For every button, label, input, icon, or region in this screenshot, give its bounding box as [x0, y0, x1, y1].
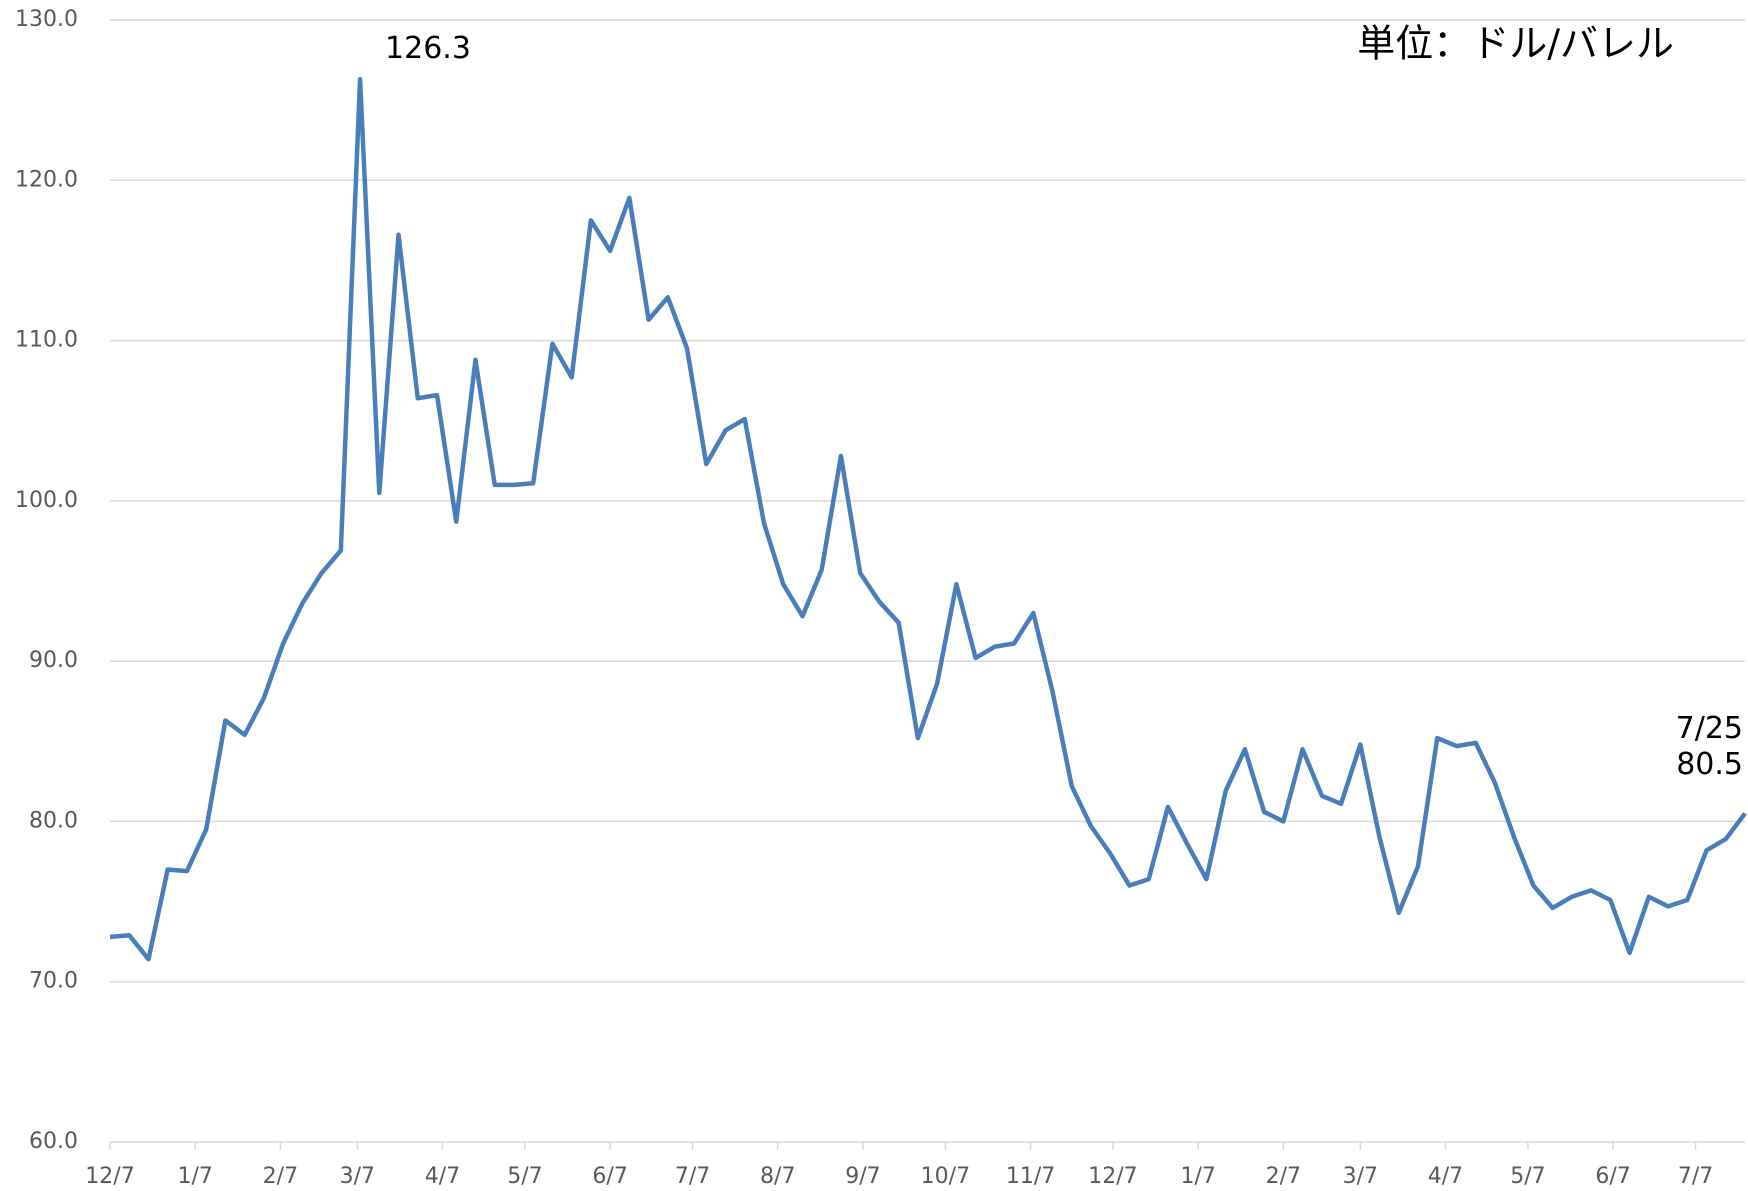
y-tick-label: 70.0	[29, 969, 78, 994]
y-tick-label: 80.0	[29, 808, 78, 833]
y-tick-label: 90.0	[29, 648, 78, 673]
x-tick-label: 12/7	[85, 1164, 134, 1189]
x-tick-label: 7/7	[1678, 1164, 1713, 1189]
x-tick-label: 6/7	[592, 1164, 627, 1189]
x-tick-label: 2/7	[1266, 1164, 1301, 1189]
y-tick-label: 130.0	[15, 7, 78, 32]
x-tick-label: 1/7	[177, 1164, 212, 1189]
x-tick-label: 5/7	[507, 1164, 542, 1189]
data-label: 126.3	[385, 31, 471, 66]
y-tick-label: 60.0	[29, 1129, 78, 1154]
x-tick-label: 3/7	[340, 1164, 375, 1189]
x-tick-label: 6/7	[1595, 1164, 1630, 1189]
line-series	[109, 77, 1747, 962]
x-tick-label: 8/7	[760, 1164, 795, 1189]
x-tick-label: 5/7	[1510, 1164, 1545, 1189]
x-tick-label: 4/7	[425, 1164, 460, 1189]
x-tick-label: 10/7	[921, 1164, 970, 1189]
x-tick-label: 7/7	[675, 1164, 710, 1189]
y-tick-label: 120.0	[15, 167, 78, 192]
x-tick-label: 11/7	[1006, 1164, 1055, 1189]
x-tick-label: 9/7	[845, 1164, 880, 1189]
data-label: 80.5	[1676, 747, 1743, 782]
unit-label: 単位：ドル/バレル	[1357, 22, 1674, 66]
x-tick-label: 12/7	[1088, 1164, 1137, 1189]
x-tick-label: 2/7	[263, 1164, 298, 1189]
annotation: 7/25	[1676, 711, 1743, 746]
x-tick-label: 1/7	[1180, 1164, 1215, 1189]
x-tick-label: 4/7	[1428, 1164, 1463, 1189]
y-tick-label: 110.0	[15, 328, 78, 353]
y-tick-label: 100.0	[15, 488, 78, 513]
x-tick-label: 3/7	[1343, 1164, 1378, 1189]
